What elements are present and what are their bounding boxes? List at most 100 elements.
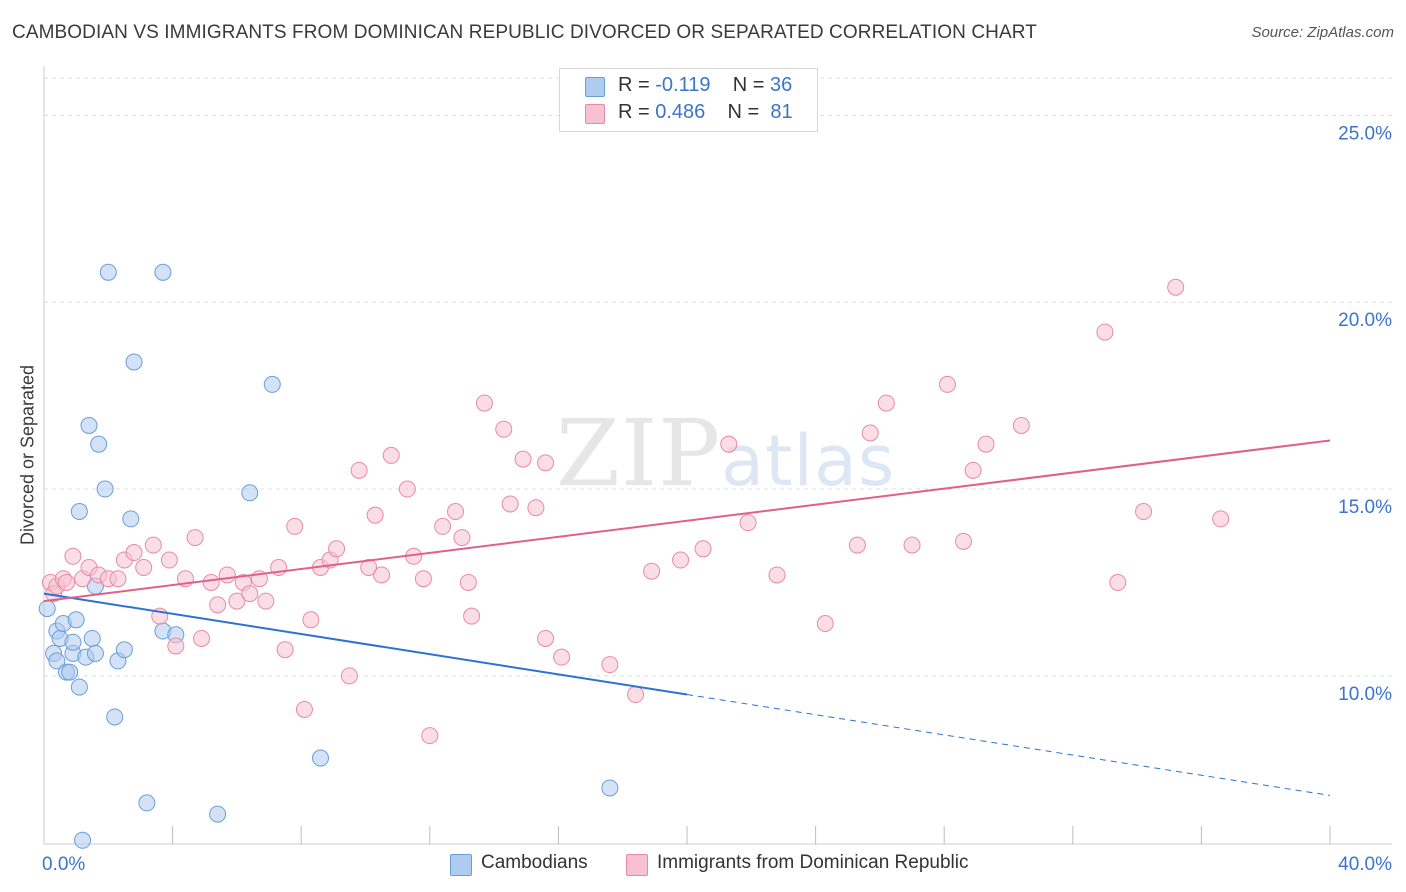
dominican-point	[475, 394, 493, 412]
cambodian-trend-extension	[686, 694, 1331, 796]
cambodian-point	[38, 600, 56, 618]
x-tick-label: 40.0%	[1338, 854, 1392, 875]
dominican-point	[144, 536, 162, 554]
dominican-point	[360, 558, 378, 576]
y-tick-label: 10.0%	[1338, 684, 1392, 705]
cambodian-point	[154, 263, 172, 281]
source-credit: Source: ZipAtlas.com	[1251, 24, 1394, 41]
dominican-point	[877, 394, 895, 412]
cambodian-point	[80, 417, 98, 435]
dominican-point	[398, 480, 416, 498]
dominican-point	[537, 454, 555, 472]
dominican-point	[903, 536, 921, 554]
cambodian-point	[74, 831, 92, 849]
dominican-point	[286, 517, 304, 535]
dominican-point	[366, 506, 384, 524]
legend-text: R = -0.119 N = 36	[618, 74, 793, 96]
dominican-point	[421, 727, 439, 745]
cambodian-point	[241, 484, 259, 502]
dominican-trend-line	[43, 439, 1331, 603]
cambodian-point	[115, 641, 133, 659]
cambodian-point	[96, 480, 114, 498]
dominican-point	[135, 558, 153, 576]
dominican-point	[1109, 573, 1127, 591]
dominican-point	[848, 536, 866, 554]
dominican-point	[241, 585, 259, 603]
dominican-point	[64, 547, 82, 565]
dominican-point	[160, 551, 178, 569]
cambodian-point	[311, 749, 329, 767]
cambodian-trend-line	[43, 592, 688, 696]
dominican-point	[601, 656, 619, 674]
dominican-point	[1212, 510, 1230, 528]
legend-swatch-blue	[450, 854, 472, 876]
cambodian-point	[99, 263, 117, 281]
correlation-legend: R = -0.119 N = 36 R = 0.486 N = 81	[559, 68, 818, 132]
dominican-point	[209, 596, 227, 614]
dominican-point	[125, 544, 143, 562]
dominican-point	[193, 629, 211, 647]
dominican-point	[257, 592, 275, 610]
cambodian-point	[263, 375, 281, 393]
cambodian-point	[138, 794, 156, 812]
cambodian-point	[90, 435, 108, 453]
legend-label: Cambodians	[481, 852, 588, 873]
dominican-point	[328, 540, 346, 558]
dominican-point	[340, 667, 358, 685]
dominican-point	[382, 446, 400, 464]
chart-title: CAMBODIAN VS IMMIGRANTS FROM DOMINICAN R…	[12, 22, 1037, 43]
legend-text: R = 0.486 N = 81	[618, 101, 793, 123]
dominican-point	[938, 375, 956, 393]
dominican-point	[627, 686, 645, 704]
dominican-point	[861, 424, 879, 442]
dominican-point	[414, 570, 432, 588]
y-tick-label: 25.0%	[1338, 123, 1392, 144]
dominican-point	[501, 495, 519, 513]
dominican-point	[816, 615, 834, 633]
legend-swatch-pink	[626, 854, 648, 876]
cambodian-point	[209, 805, 227, 823]
dominican-point	[447, 502, 465, 520]
dominican-point	[1135, 502, 1153, 520]
dominican-point	[202, 573, 220, 591]
dominican-point	[302, 611, 320, 629]
dominican-point	[495, 420, 513, 438]
dominican-point	[672, 551, 690, 569]
dominican-point	[643, 562, 661, 580]
cambodian-point	[86, 644, 104, 662]
cambodian-point	[83, 629, 101, 647]
dominican-point	[537, 629, 555, 647]
dominican-point	[977, 435, 995, 453]
cambodian-point	[70, 502, 88, 520]
dominican-point	[350, 461, 368, 479]
dominican-point	[459, 573, 477, 591]
dominican-point	[186, 529, 204, 547]
dominican-point	[463, 607, 481, 625]
dominican-point	[739, 514, 757, 532]
dominican-point	[964, 461, 982, 479]
cambodian-point	[70, 678, 88, 696]
dominican-point	[373, 566, 391, 584]
cambodian-point	[601, 779, 619, 797]
legend-swatch-pink	[585, 104, 605, 124]
dominican-point	[453, 529, 471, 547]
dominican-point	[218, 566, 236, 584]
cambodian-point	[106, 708, 124, 726]
dominican-point	[276, 641, 294, 659]
dominican-point	[295, 700, 313, 718]
cambodian-point	[67, 611, 85, 629]
x-tick-label: 0.0%	[42, 854, 85, 875]
dominican-point	[1096, 323, 1114, 341]
cambodian-point	[64, 633, 82, 651]
y-tick-label: 20.0%	[1338, 310, 1392, 331]
dominican-point	[694, 540, 712, 558]
dominican-point	[109, 570, 127, 588]
dominican-point	[434, 517, 452, 535]
dominican-point	[514, 450, 532, 468]
dominican-point	[768, 566, 786, 584]
dominican-point	[527, 499, 545, 517]
y-tick-label: 15.0%	[1338, 497, 1392, 518]
cambodian-point	[125, 353, 143, 371]
dominican-point	[1012, 417, 1030, 435]
